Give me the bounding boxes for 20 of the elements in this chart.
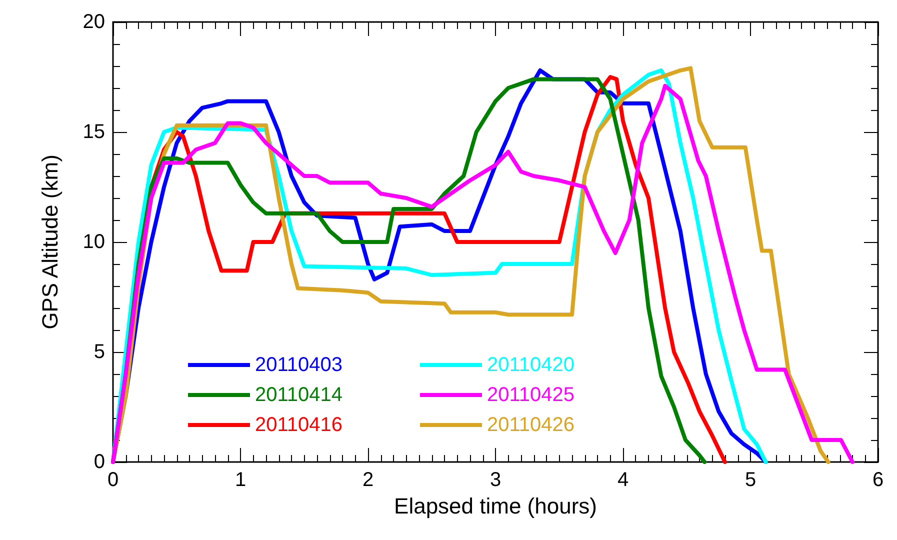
y-axis-title: GPS Altitude (km) [38, 154, 62, 330]
x-tick-label: 1 [234, 469, 246, 491]
y-tick-label: 15 [82, 121, 105, 143]
y-tick-label: 0 [94, 451, 105, 473]
x-tick-label: 5 [744, 469, 756, 491]
legend-label: 20110416 [255, 414, 342, 436]
legend-label: 20110403 [255, 354, 342, 376]
x-axis-title: Elapsed time (hours) [394, 493, 597, 518]
y-tick-label: 5 [94, 341, 105, 363]
x-tick-label: 3 [490, 469, 502, 491]
legend-label: 20110414 [255, 384, 342, 406]
x-tick-label: 2 [362, 469, 374, 491]
legend-label: 20110420 [487, 354, 574, 376]
x-tick-label: 4 [617, 469, 629, 491]
x-tick-label: 0 [107, 469, 119, 491]
legend-label: 20110425 [487, 384, 574, 406]
y-tick-label: 10 [82, 231, 105, 253]
legend-label: 20110426 [487, 414, 574, 436]
y-tick-label: 20 [82, 11, 105, 33]
x-tick-label: 6 [872, 469, 884, 491]
